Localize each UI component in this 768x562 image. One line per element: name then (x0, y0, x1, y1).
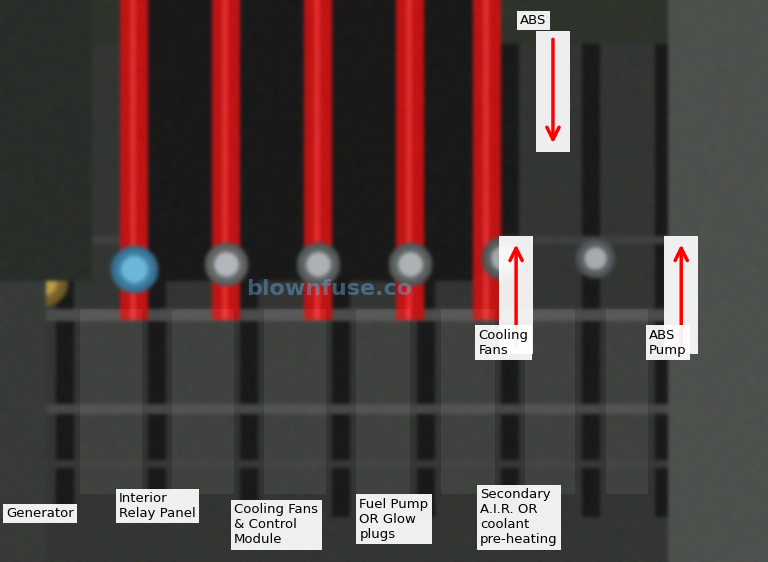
Text: ABS
Pump: ABS Pump (649, 329, 687, 357)
Text: Cooling
Fans: Cooling Fans (478, 329, 528, 357)
Text: Secondary
A.I.R. OR
coolant
pre-heating: Secondary A.I.R. OR coolant pre-heating (480, 488, 558, 546)
Text: Interior
Relay Panel: Interior Relay Panel (119, 492, 196, 520)
Text: Generator: Generator (6, 507, 74, 520)
Text: Cooling Fans
& Control
Module: Cooling Fans & Control Module (234, 503, 318, 546)
Text: blownfuse.co: blownfuse.co (246, 279, 412, 300)
Text: ABS: ABS (520, 14, 546, 27)
FancyBboxPatch shape (664, 236, 698, 354)
FancyBboxPatch shape (499, 236, 533, 354)
Text: Fuel Pump
OR Glow
plugs: Fuel Pump OR Glow plugs (359, 497, 429, 541)
FancyBboxPatch shape (536, 31, 570, 152)
